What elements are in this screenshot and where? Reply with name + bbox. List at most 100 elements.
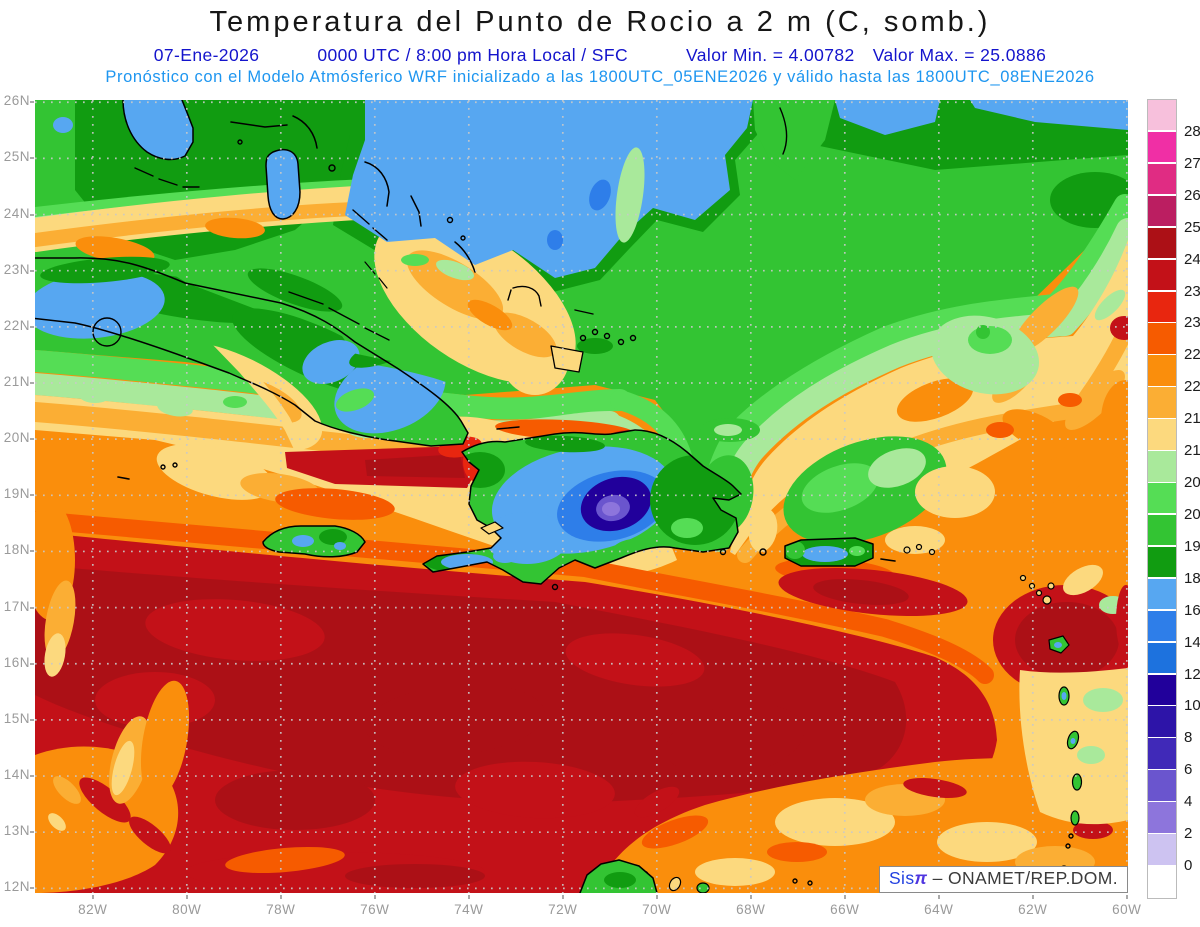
lon-tick	[561, 895, 564, 899]
colorbar-cell	[1148, 163, 1176, 195]
lat-label: 20N	[3, 430, 30, 446]
lon-tick	[185, 895, 188, 899]
lon-label: 64W	[924, 902, 954, 917]
lat-label: 15N	[3, 710, 30, 726]
colorbar-cell	[1148, 866, 1176, 897]
colorbar-label: 4	[1184, 793, 1193, 811]
colorbar-cell	[1148, 355, 1176, 386]
lon-label: 74W	[454, 902, 484, 917]
colorbar-cell	[1148, 291, 1176, 322]
forecast-map-canvas	[35, 100, 1128, 893]
colorbar-cell	[1148, 578, 1176, 610]
lat-tick	[30, 887, 34, 890]
model-init-line: Pronóstico con el Modelo Atmósferico WRF…	[105, 68, 1095, 86]
lat-tick	[30, 213, 34, 216]
colorbar-scale	[1147, 99, 1177, 899]
valor-min: Valor Min. = 4.00782	[686, 45, 855, 65]
colorbar-label: 0	[1184, 857, 1193, 875]
colorbar-label: 28	[1184, 122, 1200, 140]
watermark-org: – ONAMET/REP.DOM.	[932, 868, 1118, 888]
colorbar-cell	[1148, 131, 1176, 163]
lat-label: 18N	[3, 542, 30, 558]
lon-label: 68W	[736, 902, 766, 917]
lon-label: 66W	[830, 902, 860, 917]
colorbar-label: 22.5	[1184, 346, 1200, 364]
lat-label: 23N	[3, 261, 30, 277]
lon-label: 82W	[78, 902, 108, 917]
colorbar-label: 2	[1184, 825, 1193, 843]
valid-time: 0000 UTC / 8:00 pm Hora Local / SFC	[317, 45, 628, 65]
colorbar-cell	[1148, 227, 1176, 259]
colorbar-cell	[1148, 834, 1176, 865]
colorbar-label: 20	[1184, 505, 1200, 523]
colorbar: 2827262524.523.52322.52221.52120.5201918…	[1147, 99, 1200, 900]
colorbar-cell	[1148, 419, 1176, 450]
colorbar-label: 18	[1184, 569, 1200, 587]
lat-tick	[30, 775, 34, 778]
watermark: Sisπ – ONAMET/REP.DOM.	[878, 866, 1128, 893]
lon-tick	[843, 895, 846, 899]
colorbar-cell	[1148, 451, 1176, 482]
colorbar-label: 14	[1184, 633, 1200, 651]
lon-tick	[373, 895, 376, 899]
colorbar-cell	[1148, 387, 1176, 418]
lat-tick	[30, 718, 34, 721]
colorbar-cell	[1148, 259, 1176, 290]
watermark-pi-icon: π	[914, 868, 928, 888]
colorbar-label: 20.5	[1184, 474, 1200, 492]
lon-tick	[1031, 895, 1034, 899]
colorbar-label: 23.5	[1184, 282, 1200, 300]
colorbar-label: 27	[1184, 154, 1200, 172]
colorbar-label: 25	[1184, 218, 1200, 236]
colorbar-cell	[1148, 738, 1176, 769]
lat-tick	[30, 550, 34, 553]
colorbar-label: 10	[1184, 697, 1200, 715]
lon-label: 62W	[1018, 902, 1048, 917]
lat-tick	[30, 269, 34, 272]
lat-tick	[30, 606, 34, 609]
lat-tick	[30, 101, 34, 104]
colorbar-cell	[1148, 195, 1176, 227]
lat-label: 17N	[3, 598, 30, 614]
colorbar-cell	[1148, 706, 1176, 737]
lon-tick	[937, 895, 940, 899]
lon-tick	[1125, 895, 1128, 899]
colorbar-cell	[1148, 802, 1176, 833]
colorbar-label: 22	[1184, 378, 1200, 396]
lat-label: 26N	[3, 93, 30, 109]
lat-tick	[30, 831, 34, 834]
lon-tick	[91, 895, 94, 899]
lon-label: 72W	[548, 902, 578, 917]
lat-label: 19N	[3, 486, 30, 502]
field-extremes: Valor Min. = 4.00782 Valor Max. = 25.088…	[686, 45, 1046, 66]
colorbar-cell	[1148, 674, 1176, 705]
lon-tick	[655, 895, 658, 899]
colorbar-cell	[1148, 100, 1176, 131]
page-title: Temperatura del Punto de Rocio a 2 m (C,…	[209, 6, 991, 38]
colorbar-label: 21.5	[1184, 410, 1200, 428]
lat-label: 13N	[3, 823, 30, 839]
colorbar-cell	[1148, 514, 1176, 546]
colorbar-cell	[1148, 610, 1176, 642]
colorbar-label: 8	[1184, 729, 1193, 747]
lat-label: 22N	[3, 317, 30, 333]
lat-tick	[30, 325, 34, 328]
colorbar-cell	[1148, 546, 1176, 578]
lat-label: 12N	[3, 879, 30, 895]
lon-label: 78W	[266, 902, 296, 917]
lat-tick	[30, 662, 34, 665]
colorbar-label: 6	[1184, 761, 1193, 779]
lat-label: 24N	[3, 205, 30, 221]
lat-tick	[30, 157, 34, 160]
lon-tick	[279, 895, 282, 899]
lon-tick	[749, 895, 752, 899]
colorbar-cell	[1148, 483, 1176, 514]
lon-label: 70W	[642, 902, 672, 917]
valor-max: Valor Max. = 25.0886	[872, 45, 1047, 65]
lat-tick	[30, 438, 34, 441]
watermark-brand: Sis	[888, 868, 915, 888]
lat-tick	[30, 381, 34, 384]
dewpoint-field-svg	[35, 100, 1128, 893]
colorbar-label: 26	[1184, 186, 1200, 204]
